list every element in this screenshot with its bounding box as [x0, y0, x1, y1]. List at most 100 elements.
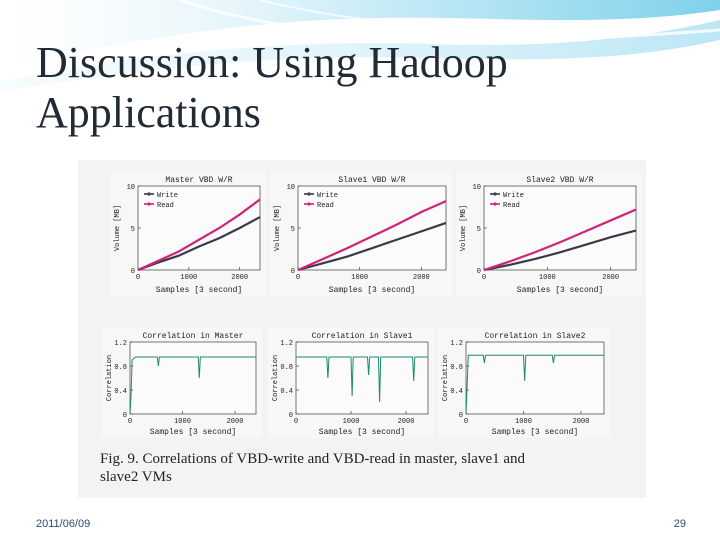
x-axis-label: Samples [3 second] [492, 428, 578, 437]
y-tick-label: 0 [459, 412, 463, 420]
y-tick-label: 1.2 [450, 340, 463, 348]
y-axis-label: Correlation [272, 355, 280, 401]
y-tick-label: 5 [131, 226, 135, 234]
y-tick-label: 0 [291, 268, 295, 276]
y-tick-label: 0 [131, 268, 135, 276]
x-axis-label: Samples [3 second] [329, 286, 415, 295]
chart-title: Slave1 VBD W/R [338, 176, 405, 185]
x-axis-label: Samples [3 second] [156, 286, 242, 295]
figure-image: Master VBD W/R 0 5 10 0 1000 2000 Samples [3 se… [78, 160, 646, 498]
x-tick-label: 0 [294, 418, 298, 426]
chart-master-vbd: Master VBD W/R 0 5 10 0 1000 2000 Samples [3 se… [110, 172, 266, 296]
slide-title: Discussion: Using Hadoop Applications [36, 38, 676, 138]
series-line-correlation [465, 354, 604, 415]
series-line-correlation [296, 356, 428, 403]
x-tick-label: 1000 [351, 274, 368, 282]
series-line-read [483, 208, 637, 272]
y-tick-label: 10 [473, 184, 481, 192]
y-tick-label: 0.4 [450, 388, 463, 396]
chart-slave1-correlation-svg: Correlation in Slave1 0 0.4 0.8 1.2 0 1000 2000… [272, 332, 429, 437]
y-axis-label: Correlation [106, 355, 114, 401]
chart-master-correlation-svg: Correlation in Master 0 0.4 0.8 1.2 0 1000 2000… [106, 332, 257, 437]
chart-title: Correlation in Master [143, 332, 244, 341]
legend-label-write: Write [317, 192, 338, 200]
chart-slave2-vbd-svg: Slave2 VBD W/R 0 5 10 0 1000 2000 Samples [3 se… [460, 176, 637, 295]
series-line-read [137, 198, 261, 272]
y-tick-label: 1.2 [114, 340, 127, 348]
y-axis-label: Volume [MB] [274, 205, 282, 251]
x-tick-label: 0 [464, 418, 468, 426]
y-tick-label: 10 [127, 184, 135, 192]
legend-label-read: Read [503, 202, 520, 210]
chart-title: Master VBD W/R [165, 176, 232, 185]
plot-area [465, 341, 605, 415]
chart-slave2-vbd: Slave2 VBD W/R 0 5 10 0 1000 2000 Samples [3 se… [456, 172, 642, 296]
slide-title-line2: Applications [36, 88, 261, 137]
legend-label-read: Read [317, 202, 334, 210]
x-axis-label: Samples [3 second] [319, 428, 405, 437]
plot-area [483, 185, 637, 271]
series-line-correlation [129, 356, 256, 415]
chart-slave1-vbd-svg: Slave1 VBD W/R 0 5 10 0 1000 2000 Samples [3 se… [274, 176, 447, 295]
y-tick-label: 10 [287, 184, 295, 192]
x-tick-label: 2000 [413, 274, 430, 282]
chart-slave1-correlation: Correlation in Slave1 0 0.4 0.8 1.2 0 1000 2000… [268, 328, 434, 438]
legend-label-write: Write [503, 192, 524, 200]
x-tick-label: 2000 [573, 418, 590, 426]
x-tick-label: 1000 [539, 274, 556, 282]
legend-marker-write [493, 192, 497, 196]
plot-area [295, 341, 429, 415]
y-tick-label: 0 [289, 412, 293, 420]
chart-master-vbd-svg: Master VBD W/R 0 5 10 0 1000 2000 Samples [3 se… [114, 176, 261, 295]
x-axis-label: Samples [3 second] [150, 428, 236, 437]
x-tick-label: 1000 [343, 418, 360, 426]
plot-area [297, 185, 447, 271]
legend-marker-read [307, 202, 311, 206]
y-axis-label: Correlation [442, 355, 450, 401]
legend-marker-read [493, 202, 497, 206]
legend-marker-read [147, 202, 151, 206]
chart-slave2-correlation: Correlation in Slave2 0 0.4 0.8 1.2 0 1000 2000… [438, 328, 610, 438]
y-tick-label: 0.4 [114, 388, 127, 396]
x-tick-label: 0 [136, 274, 140, 282]
x-tick-label: 0 [482, 274, 486, 282]
y-tick-label: 1.2 [280, 340, 293, 348]
legend-label-write: Write [157, 192, 178, 200]
slide-title-line1: Discussion: Using Hadoop [36, 38, 508, 87]
x-tick-label: 0 [128, 418, 132, 426]
x-tick-label: 1000 [174, 418, 191, 426]
series-line-write [137, 216, 261, 272]
plot-area [129, 341, 257, 415]
x-tick-label: 1000 [515, 418, 532, 426]
y-tick-label: 5 [291, 226, 295, 234]
chart-master-correlation: Correlation in Master 0 0.4 0.8 1.2 0 1000 2000… [102, 328, 262, 438]
series-line-read [297, 200, 447, 272]
figure-caption-line2: slave2 VMs [100, 469, 172, 485]
page-number: 29 [673, 518, 686, 530]
y-tick-label: 0 [123, 412, 127, 420]
y-tick-label: 0.4 [280, 388, 293, 396]
x-tick-label: 2000 [602, 274, 619, 282]
x-axis-label: Samples [3 second] [517, 286, 603, 295]
chart-slave2-correlation-svg: Correlation in Slave2 0 0.4 0.8 1.2 0 1000 2000… [442, 332, 605, 437]
chart-title: Correlation in Slave1 [312, 332, 413, 341]
chart-title: Correlation in Slave2 [485, 332, 586, 341]
series-line-write [297, 221, 447, 272]
header-swoosh-decoration [0, 0, 720, 92]
legend-marker-write [307, 192, 311, 196]
x-tick-label: 1000 [180, 274, 197, 282]
y-tick-label: 5 [477, 226, 481, 234]
y-tick-label: 0.8 [280, 364, 293, 372]
y-tick-label: 0.8 [114, 364, 127, 372]
x-tick-label: 2000 [227, 418, 244, 426]
y-axis-label: Volume [MB] [460, 205, 468, 251]
chart-title: Slave2 VBD W/R [526, 176, 593, 185]
x-tick-label: 2000 [231, 274, 248, 282]
y-tick-label: 0 [477, 268, 481, 276]
y-tick-label: 0.8 [450, 364, 463, 372]
footer-date: 2011/06/09 [36, 518, 91, 530]
legend-label-read: Read [157, 202, 174, 210]
chart-slave1-vbd: Slave1 VBD W/R 0 5 10 0 1000 2000 Samples [3 se… [270, 172, 452, 296]
legend-marker-write [147, 192, 151, 196]
x-tick-label: 2000 [398, 418, 415, 426]
